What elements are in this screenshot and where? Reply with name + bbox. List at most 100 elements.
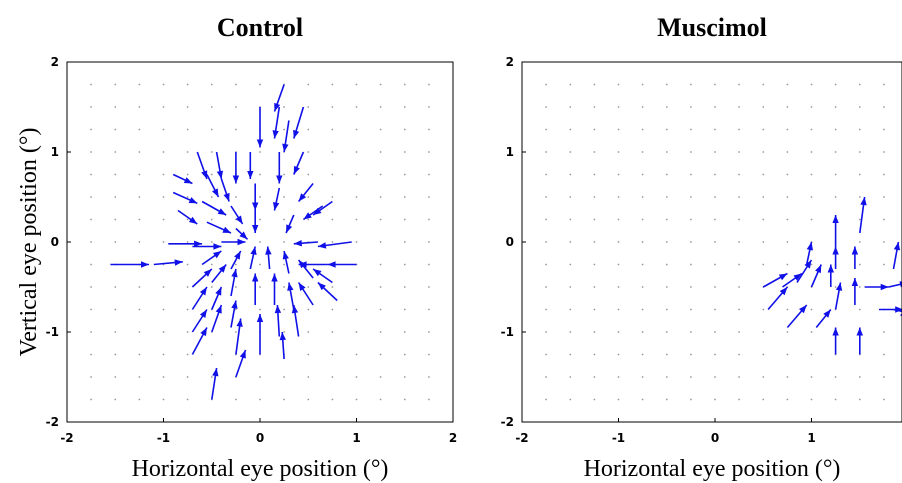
grid-dot — [90, 331, 92, 333]
muscimol-arrow-head — [827, 264, 834, 273]
control-arrow — [191, 268, 213, 288]
control-arrow-head — [256, 314, 264, 322]
control-arrow — [249, 246, 257, 270]
control-arrow-head — [313, 207, 322, 215]
grid-dot — [90, 286, 92, 288]
control-arrow-head — [194, 240, 203, 247]
grid-dot — [331, 106, 334, 108]
grid-dot — [138, 398, 141, 401]
grid-dot — [138, 308, 141, 311]
muscimol-dot-grid — [545, 83, 885, 401]
x-tick-label: 1 — [807, 431, 815, 445]
grid-dot — [355, 196, 358, 198]
control-arrow-head — [303, 212, 312, 220]
grid-dot — [883, 83, 885, 86]
grid-dot — [138, 376, 141, 378]
grid-dot — [428, 286, 430, 288]
control-yticks: 2 1 0 -1 -2 — [46, 55, 71, 429]
x-tick-label: -1 — [612, 431, 625, 445]
grid-dot — [690, 128, 692, 131]
control-arrow-head — [282, 251, 289, 260]
control-arrow-head — [317, 282, 326, 291]
grid-dot — [738, 353, 740, 356]
grid-dot — [593, 218, 596, 221]
grid-dot — [569, 331, 572, 333]
muscimol-arrow-head — [778, 273, 788, 281]
grid-dot — [762, 173, 765, 176]
control-arrow-head — [188, 216, 198, 224]
grid-dot — [307, 106, 310, 108]
control-arrow-head — [256, 139, 264, 148]
grid-dot — [162, 83, 165, 86]
grid-dot — [641, 83, 644, 86]
control-arrow-head — [252, 273, 259, 282]
grid-dot — [714, 353, 716, 356]
grid-dot — [186, 353, 189, 356]
grid-dot — [738, 286, 740, 288]
control-arrow-head — [298, 282, 306, 291]
grid-dot — [762, 241, 765, 243]
muscimol-arrow-head — [835, 282, 843, 291]
grid-dot — [545, 218, 547, 221]
grid-dot — [641, 398, 644, 401]
grid-dot — [786, 83, 789, 86]
grid-dot — [690, 263, 692, 266]
grid-dot — [617, 286, 620, 288]
control-arrow-head — [141, 261, 149, 268]
grid-dot — [834, 196, 837, 198]
y-tick-label: 2 — [506, 55, 514, 69]
grid-dot — [186, 241, 189, 243]
grid-dot — [186, 128, 189, 131]
grid-dot — [786, 106, 789, 108]
grid-dot — [186, 398, 189, 401]
muscimol-arrow-shaft — [893, 308, 902, 313]
grid-dot — [138, 218, 141, 221]
control-arrow-head — [298, 260, 307, 269]
grid-dot — [162, 308, 165, 311]
control-arrow-head — [200, 327, 207, 337]
grid-dot — [545, 331, 547, 333]
grid-dot — [665, 196, 668, 198]
control-dot-grid — [90, 83, 430, 401]
grid-dot — [665, 286, 668, 288]
grid-dot — [259, 241, 261, 243]
control-arrow — [302, 205, 324, 221]
grid-dot — [762, 376, 765, 378]
grid-dot — [307, 83, 310, 86]
grid-dot — [259, 308, 261, 311]
grid-dot — [858, 263, 861, 266]
grid-dot — [114, 151, 117, 153]
control-arrow — [230, 300, 238, 328]
grid-dot — [379, 308, 382, 311]
grid-dot — [786, 151, 789, 153]
grid-dot — [210, 106, 213, 108]
grid-dot — [617, 83, 620, 86]
grid-dot — [738, 308, 740, 311]
grid-dot — [403, 173, 406, 176]
grid-dot — [379, 218, 382, 221]
grid-dot — [617, 173, 620, 176]
grid-dot — [834, 398, 837, 401]
grid-dot — [90, 106, 92, 108]
grid-dot — [90, 398, 92, 401]
muscimol-arrow-head — [880, 283, 889, 291]
muscimol-arrow — [805, 241, 813, 265]
control-arrow-head — [274, 102, 281, 112]
muscimol-arrow — [810, 264, 822, 288]
control-arrow-head — [274, 305, 282, 314]
grid-dot — [665, 398, 668, 401]
grid-dot — [810, 83, 813, 86]
grid-dot — [545, 308, 547, 311]
grid-dot — [617, 376, 620, 378]
muscimol-arrow — [827, 264, 834, 287]
grid-dot — [665, 83, 668, 86]
grid-dot — [379, 83, 382, 86]
grid-dot — [210, 263, 213, 266]
grid-dot — [259, 173, 261, 176]
control-arrow — [317, 241, 352, 249]
grid-dot — [162, 331, 165, 333]
control-arrow-head — [235, 215, 243, 224]
grid-dot — [883, 241, 885, 243]
grid-dot — [714, 376, 716, 378]
